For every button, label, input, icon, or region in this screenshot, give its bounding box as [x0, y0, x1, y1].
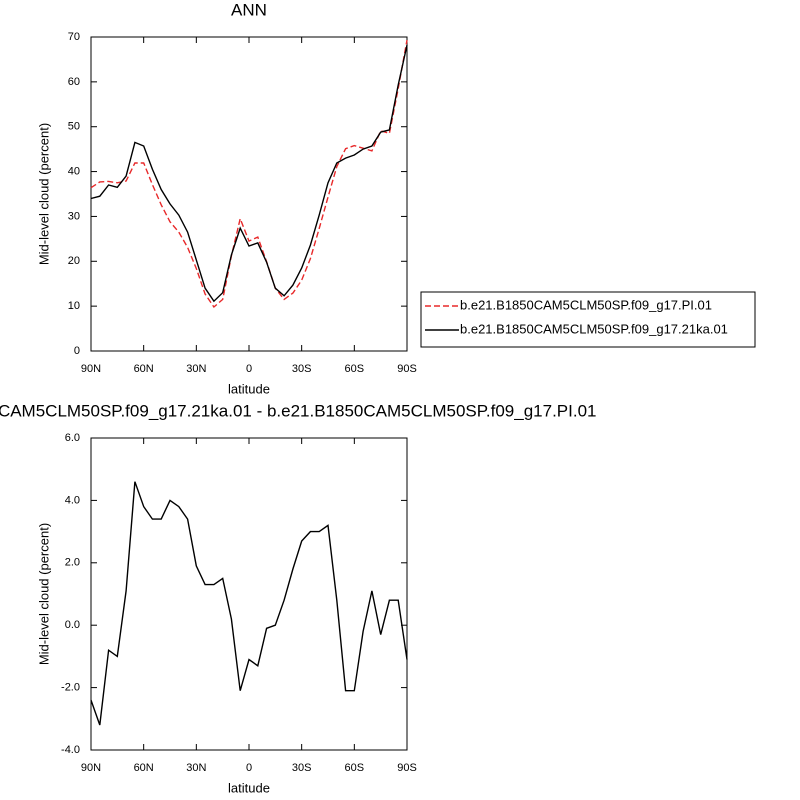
data-line [90, 481, 408, 726]
plot-frame [90, 437, 408, 751]
x-tick-label: 60S [345, 363, 365, 375]
x-tick-label: 90N [81, 363, 101, 375]
x-tick-label: 30S [292, 762, 312, 774]
x-tick-label: 30N [186, 762, 206, 774]
y-tick-label: 60 [68, 76, 80, 88]
x-tick-label: 90S [397, 762, 417, 774]
plot-frame [90, 36, 408, 352]
y-tick-label: 0 [74, 345, 80, 357]
data-line [90, 44, 408, 303]
data-line [90, 39, 408, 309]
x-tick-label: 0 [246, 363, 252, 375]
chart-title: b.e21.B1850CAM5CLM50SP.f09_g17.21ka.01 -… [0, 401, 596, 420]
x-tick-label: 60S [345, 762, 365, 774]
y-tick-label: 50 [68, 121, 80, 133]
x-tick-label: 90N [81, 762, 101, 774]
x-tick-label: 90S [397, 363, 417, 375]
x-tick-label: 30S [292, 363, 312, 375]
x-axis-label: latitude [228, 780, 270, 795]
y-tick-label: 40 [68, 165, 80, 177]
y-tick-label: 30 [68, 210, 80, 222]
chart-title: ANN [231, 0, 267, 19]
y-tick-label: 0.0 [65, 619, 80, 631]
x-tick-label: 0 [246, 762, 252, 774]
y-tick-label: -4.0 [61, 744, 80, 756]
y-axis-label: Mid-level cloud (percent) [36, 523, 51, 665]
y-tick-label: 6.0 [65, 432, 80, 444]
y-axis-label: Mid-level cloud (percent) [36, 123, 51, 265]
x-axis-label: latitude [228, 381, 270, 396]
y-tick-label: 20 [68, 255, 80, 267]
y-tick-label: -2.0 [61, 682, 80, 694]
y-tick-label: 10 [68, 300, 80, 312]
y-tick-label: 2.0 [65, 557, 80, 569]
x-tick-label: 60N [134, 762, 154, 774]
x-tick-label: 60N [134, 363, 154, 375]
y-tick-label: 4.0 [65, 494, 80, 506]
y-tick-label: 70 [68, 31, 80, 43]
legend-box [420, 291, 756, 348]
legend-label: b.e21.B1850CAM5CLM50SP.f09_g17.21ka.01 [460, 321, 728, 336]
legend-label: b.e21.B1850CAM5CLM50SP.f09_g17.PI.01 [460, 297, 712, 312]
x-tick-label: 30N [186, 363, 206, 375]
